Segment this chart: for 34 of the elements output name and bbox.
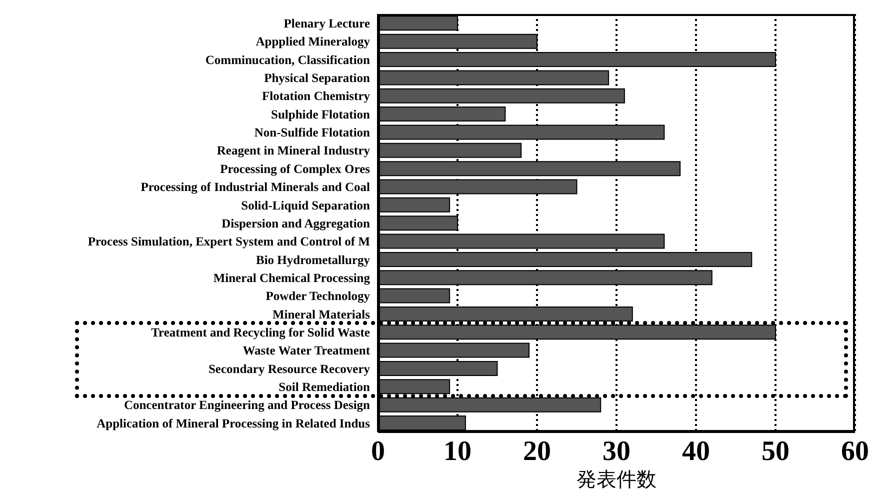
bar	[378, 197, 450, 212]
x-tick-label: 40	[682, 436, 710, 467]
y-tick-label: Appplied Mineralogy	[256, 34, 371, 49]
x-tick-label: 0	[371, 436, 385, 467]
y-tick-label: Waste Water Treatment	[242, 344, 371, 358]
y-tick-label: Flotation Chemistry	[262, 89, 371, 104]
y-tick-label: Concentrator Engineering and Process Design	[124, 398, 370, 412]
y-tick-label: Application of Mineral Processing in Related Indus	[96, 416, 370, 430]
y-tick-label: Sulphide Flotation	[271, 107, 370, 122]
y-tick-label: Soil Remediation	[278, 380, 370, 394]
y-tick-label: Solid-Liquid Separation	[241, 198, 370, 212]
y-tick-label: Bio Hydrometallurgy	[256, 252, 371, 267]
bar	[378, 288, 450, 304]
y-tick-label: Processing of Industrial Minerals and Coal	[140, 180, 371, 194]
x-tick-label: 20	[523, 436, 551, 467]
y-tick-label: Plenary Lecture	[284, 16, 370, 31]
y-tick-label: Non-Sulfide Flotation	[254, 126, 370, 140]
bar	[378, 379, 450, 394]
y-tick-label: Mineral Chemical Processing	[213, 270, 371, 285]
y-tick-label: Dispersion and Aggregation	[222, 216, 370, 230]
y-tick-label: Powder Technology	[266, 289, 371, 304]
y-tick-label: Mineral Materials	[272, 307, 370, 322]
x-tick-label: 10	[444, 436, 472, 467]
x-tick-label: 50	[762, 436, 790, 467]
y-tick-label: Physical Separation	[264, 71, 370, 86]
y-tick-label: Processing of Complex Ores	[220, 162, 370, 176]
x-tick-label: 60	[841, 436, 869, 467]
y-tick-label: Treatment and Recycling for Solid Waste	[151, 325, 370, 340]
x-axis-title: 発表件数	[576, 469, 656, 491]
x-tick-label: 30	[602, 436, 630, 467]
y-tick-label: Secondary Resource Recovery	[208, 362, 371, 376]
y-tick-label: Process Simulation, Expert System and Control of M	[88, 234, 370, 249]
y-tick-label: Reagent in Mineral Industry	[216, 144, 371, 158]
y-tick-label: Comminucation, Classification	[205, 52, 370, 67]
